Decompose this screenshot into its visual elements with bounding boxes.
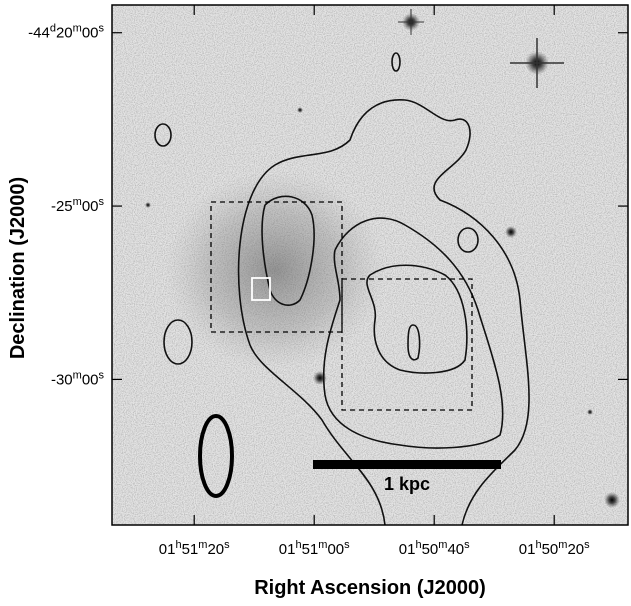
y-axis-label: Declination (J2000) [7,177,29,359]
y-tick-label: -44d20m00s [28,23,104,42]
y-tick-label: -25m00s [51,196,105,215]
scale-label: 1 kpc [384,474,430,494]
sky-image [112,5,628,525]
plot-frame [111,4,629,526]
x-tick-label: 01h51m20s [159,539,230,558]
x-tick-label: 01h51m00s [279,539,350,558]
x-tick-label: 01h50m40s [399,539,470,558]
y-tick-label: -30m00s [51,369,105,388]
x-axis-label: Right Ascension (J2000) [254,577,486,599]
x-tick-label: 01h50m20s [519,539,590,558]
contours [154,52,530,526]
